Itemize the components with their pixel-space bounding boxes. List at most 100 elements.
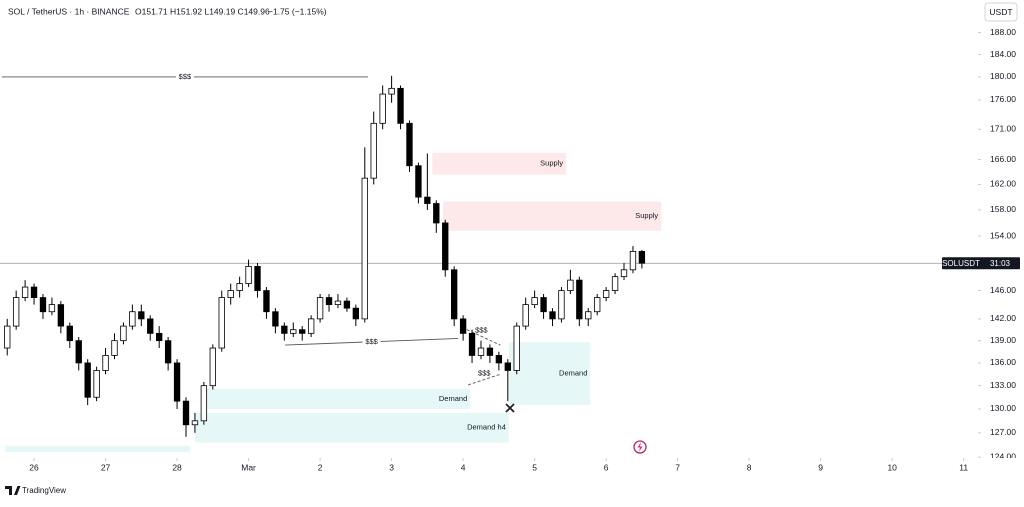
level-label-bg: [362, 336, 381, 347]
candle-body: [263, 290, 270, 313]
x-tick-label: 26: [29, 462, 39, 472]
currency-button[interactable]: [984, 2, 1018, 22]
y-tick-label: 146.00: [990, 285, 1016, 295]
x-tick-label: 4: [461, 462, 466, 472]
candle-body: [156, 332, 163, 342]
cross-icon: [505, 403, 515, 413]
price-tag-symbol: SOLUSDT: [942, 259, 980, 268]
ohlc-readout: O151.71 H151.92 L149.19 C149.96: [135, 6, 270, 16]
x-tick-label: 7: [675, 462, 680, 472]
candle-body: [147, 318, 154, 334]
candle-body: [486, 347, 494, 356]
candle-body: [164, 340, 172, 364]
candle-body: [513, 325, 520, 371]
candle-body: [307, 318, 315, 334]
x-tick-label: 3: [389, 462, 394, 472]
x-tick-label: 11: [959, 462, 968, 472]
zone: [508, 342, 591, 406]
y-tick-label: 130.00: [990, 403, 1016, 413]
candle-body: [495, 355, 503, 364]
zone: [432, 152, 567, 175]
symbol-info: SOL / TetherUS · 1h · BINANCE: [8, 6, 130, 16]
zone: [194, 412, 509, 443]
zone-label: Demand: [559, 369, 587, 378]
level-label: $$$: [478, 369, 491, 378]
candle-body: [4, 325, 11, 349]
zone-label: Demand h4: [467, 423, 506, 432]
candle-body: [415, 165, 422, 198]
x-tick-label: 2: [318, 462, 323, 472]
candle-body: [272, 311, 279, 327]
level-label: $$$: [365, 337, 378, 346]
candle-body: [191, 420, 199, 426]
candle-body: [21, 286, 29, 298]
y-tick-label: 139.00: [990, 335, 1016, 345]
zone: [207, 388, 471, 409]
y-tick-label: 124.00: [990, 451, 1016, 461]
price-tag-bg: [942, 257, 1020, 270]
zone: [443, 201, 662, 231]
zone: [5, 445, 190, 453]
zone-label: Demand: [439, 394, 467, 403]
candle-body: [120, 325, 127, 342]
candle-body: [352, 307, 360, 320]
x-tick-label: 8: [747, 462, 752, 472]
candle-body: [549, 311, 556, 320]
axes: 188.00 184.00 180.00 176.00 171.00 166.00 162.…: [0, 27, 1024, 478]
candle-body: [316, 297, 324, 320]
candle-body: [361, 177, 368, 320]
y-tick-label: 136.00: [990, 357, 1016, 367]
candle-body: [30, 286, 38, 298]
candle-body: [12, 297, 20, 327]
candle-body: [129, 311, 136, 327]
x-tick-label: 10: [887, 462, 897, 472]
candle-body: [468, 332, 476, 356]
y-tick-label: 158.00: [990, 204, 1016, 214]
candle-body: [629, 250, 637, 271]
y-tick-label: 133.00: [990, 380, 1016, 390]
candle-body: [406, 122, 413, 167]
candle-body: [75, 340, 82, 364]
candle-body: [477, 347, 485, 356]
candle-body: [576, 279, 583, 320]
candle-body: [442, 222, 449, 271]
zone-label: Supply: [635, 211, 658, 220]
candle-body: [424, 196, 431, 204]
x-tick-label: 5: [532, 462, 537, 472]
x-tick-label: 28: [172, 462, 182, 472]
candle-body: [531, 297, 538, 306]
candle-body: [111, 340, 118, 356]
candle-body: [218, 297, 225, 349]
candle-body: [611, 276, 619, 291]
candle-body: [567, 279, 574, 291]
candle-body: [245, 265, 252, 284]
candle-body: [182, 400, 190, 426]
candle-body: [290, 329, 297, 334]
candle-body: [39, 297, 47, 313]
y-tick-label: 184.00: [990, 49, 1016, 59]
candle-body: [594, 297, 601, 313]
brand-logo: [5, 486, 21, 495]
y-tick-label: 180.00: [990, 71, 1016, 81]
level-label-bg: [175, 71, 194, 82]
candle-body: [558, 290, 565, 320]
x-tick-label: 27: [101, 462, 111, 472]
candle-body: [236, 283, 243, 291]
level-line: [467, 373, 501, 386]
currency-label[interactable]: USDT: [989, 7, 1012, 17]
candle-body: [138, 311, 145, 320]
candle-body: [397, 87, 404, 124]
x-tick-label: 6: [604, 462, 609, 472]
candle-body: [370, 122, 377, 179]
change-readout: −1.75 (−1.15%): [268, 6, 327, 16]
candle-body: [379, 93, 386, 124]
x-tick-label: Mar: [241, 462, 256, 472]
candle-body: [200, 385, 208, 422]
candle-body: [620, 269, 628, 278]
candle-body: [325, 297, 333, 306]
candle-body: [84, 362, 91, 398]
candle-body: [102, 355, 109, 371]
candle-body: [66, 325, 73, 342]
candle-body: [451, 269, 458, 320]
candle-body: [334, 300, 342, 306]
